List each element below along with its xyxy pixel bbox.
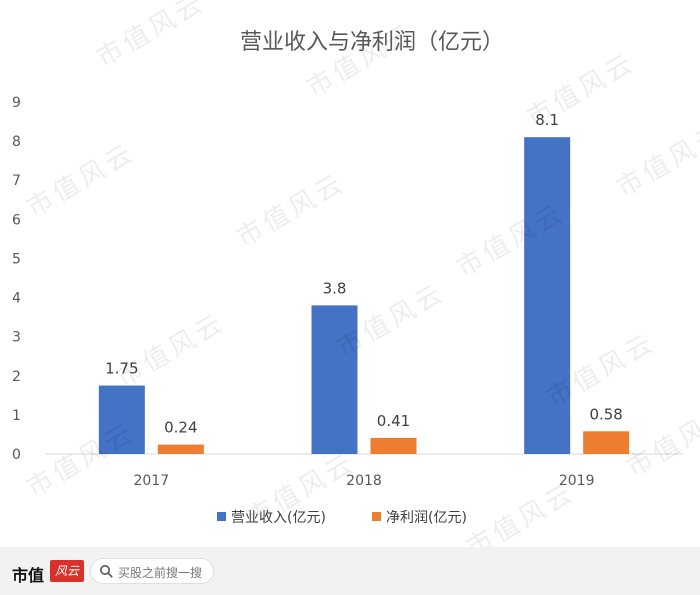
legend: 营业收入(亿元) 净利润(亿元)	[217, 510, 467, 526]
chart-card: 营业收入与净利润（亿元） 0 1 2 3 4 5 6 7 8 9 2017 2018 2019 1.7…	[0, 0, 700, 547]
bar	[524, 137, 571, 454]
x-tick-label: 2019	[559, 473, 595, 489]
legend-label: 营业收入(亿元)	[231, 510, 326, 526]
data-label: 8.1	[535, 111, 559, 129]
bar-chart: 营业收入与净利润（亿元） 0 1 2 3 4 5 6 7 8 9 2017 2018 2019 1.7…	[12, 30, 683, 526]
data-label: 0.24	[164, 419, 197, 437]
x-tick-label: 2017	[134, 473, 170, 489]
footer-bar: 市值 风云 买股之前搜一搜	[0, 547, 700, 595]
y-tick-label: 0	[12, 447, 21, 463]
y-tick-label: 4	[12, 291, 21, 307]
legend-swatch	[217, 512, 226, 521]
data-labels: 1.75 3.8 8.1 0.24 0.41 0.58	[105, 111, 623, 436]
y-tick-label: 3	[12, 330, 21, 346]
search-icon	[100, 565, 113, 578]
x-axis: 2017 2018 2019	[45, 453, 683, 489]
bar	[98, 385, 145, 454]
bars	[98, 137, 630, 454]
data-label: 0.58	[589, 405, 622, 423]
legend-label: 净利润(亿元)	[386, 510, 467, 526]
x-tick-label: 2018	[346, 473, 382, 489]
y-tick-label: 1	[12, 408, 21, 424]
y-tick-label: 7	[12, 173, 21, 189]
search-input[interactable]: 买股之前搜一搜	[90, 558, 214, 584]
bar	[370, 437, 417, 454]
bar	[311, 305, 358, 454]
y-tick-label: 2	[12, 369, 21, 385]
data-label: 1.75	[105, 360, 138, 378]
legend-swatch	[372, 512, 381, 521]
search-placeholder: 买股之前搜一搜	[118, 566, 203, 580]
chart-title: 营业收入与净利润（亿元）	[240, 30, 504, 55]
data-label: 0.41	[377, 412, 410, 430]
y-tick-label: 5	[12, 251, 21, 267]
bar	[583, 431, 630, 454]
brand-logo-mark: 风云	[50, 560, 84, 582]
data-label: 3.8	[323, 279, 347, 297]
y-tick-label: 6	[12, 212, 21, 228]
y-tick-label: 9	[12, 95, 21, 111]
bar	[157, 444, 204, 454]
y-tick-label: 8	[12, 134, 21, 150]
y-axis: 0 1 2 3 4 5 6 7 8 9	[12, 95, 21, 463]
brand-logo-text: 市值	[12, 566, 45, 585]
